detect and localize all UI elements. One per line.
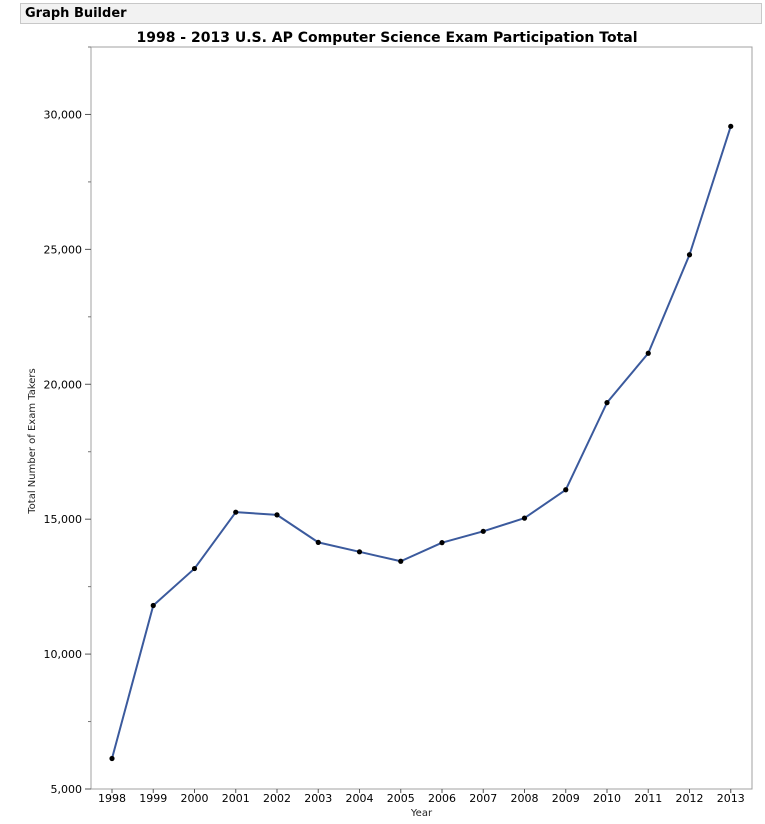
data-point <box>604 400 610 406</box>
x-tick-label: 2008 <box>511 792 539 805</box>
x-tick-label: 2002 <box>263 792 291 805</box>
data-point <box>109 755 115 762</box>
data-point <box>356 549 363 555</box>
data-point <box>274 512 280 518</box>
x-tick-label: 2011 <box>634 792 662 805</box>
data-point <box>480 528 486 534</box>
data-point <box>233 509 239 515</box>
plot-area <box>90 46 753 790</box>
data-point <box>398 558 404 564</box>
y-tick-label: 15,000 <box>44 513 83 526</box>
graph-builder-header: Graph Builder <box>20 3 762 24</box>
y-tick-label: 5,000 <box>51 783 83 796</box>
window-title: Graph Builder <box>25 6 127 21</box>
x-tick-label: 2001 <box>222 792 250 805</box>
y-tick-label: 20,000 <box>44 378 83 391</box>
x-tick-label: 2006 <box>428 792 456 805</box>
chart-title: 1998 - 2013 U.S. AP Computer Science Exa… <box>136 30 637 46</box>
y-tick-label: 30,000 <box>44 108 83 121</box>
x-tick-label: 2012 <box>676 792 704 805</box>
x-tick-label: 2013 <box>717 792 745 805</box>
y-axis: 5,000 10,000 15,000 20,000 25,000 30,000 <box>44 46 91 796</box>
series-group <box>109 123 734 762</box>
x-tick-label: 1998 <box>98 792 126 805</box>
x-axis: 1998 1999 2000 2001 2002 2003 2004 2005 2006 2007… <box>98 789 745 805</box>
y-tick-label: 25,000 <box>44 243 83 256</box>
x-tick-label: 2004 <box>346 792 374 805</box>
x-axis-label: Year <box>410 808 433 819</box>
data-point <box>521 515 528 521</box>
data-point <box>150 602 156 609</box>
x-tick-label: 2003 <box>304 792 332 805</box>
y-axis-label: Total Number of Exam Takers <box>27 368 38 514</box>
data-point <box>728 123 734 129</box>
x-tick-label: 2000 <box>181 792 209 805</box>
x-tick-label: 2009 <box>552 792 580 805</box>
x-tick-label: 2010 <box>593 792 621 805</box>
data-point <box>686 252 693 258</box>
x-tick-label: 2005 <box>387 792 415 805</box>
data-point <box>645 350 651 356</box>
data-point <box>191 565 198 572</box>
y-tick-label: 10,000 <box>44 648 83 661</box>
x-tick-label: 2007 <box>469 792 497 805</box>
series-line <box>111 126 732 759</box>
x-tick-label: 1999 <box>139 792 167 805</box>
data-point <box>315 539 321 545</box>
data-point <box>563 487 569 493</box>
data-point <box>439 540 445 546</box>
